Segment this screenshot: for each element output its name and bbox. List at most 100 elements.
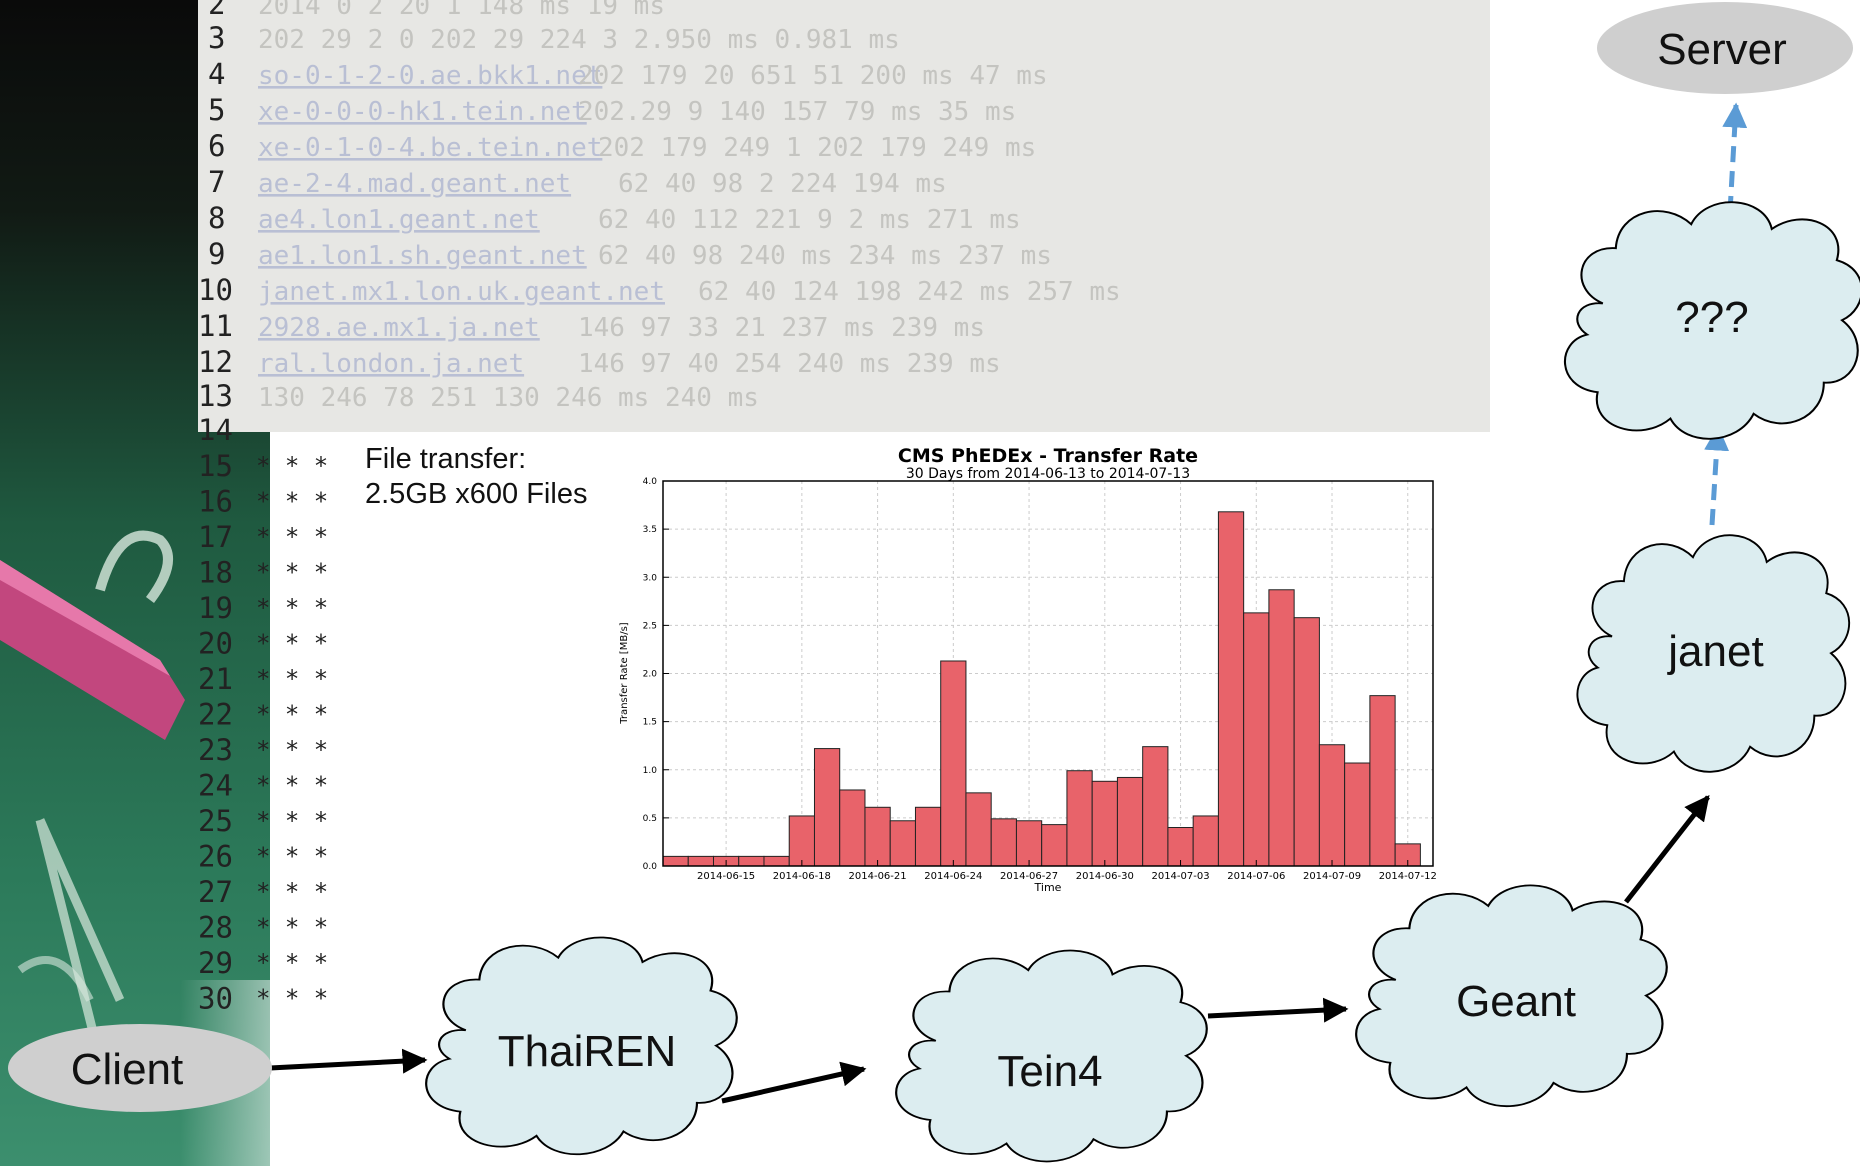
bar: [1217, 511, 1245, 867]
line-number: 13: [198, 379, 233, 413]
line-number: 19: [198, 591, 233, 625]
svg-text:202 29 2 0 202 29 224 3 2.950: 202 29 2 0 202 29 224 3 2.950 ms 0.981 m…: [258, 25, 900, 55]
svg-text:ae-2-4.mad.geant.net: ae-2-4.mad.geant.net: [258, 169, 571, 199]
timeout-marker: * * *: [256, 985, 328, 1013]
edge-unknown-server: [1722, 102, 1748, 213]
line-number: 14: [198, 413, 233, 432]
chart-subtitle: 30 Days from 2014-06-13 to 2014-07-13: [906, 466, 1190, 482]
line-number: 21: [198, 662, 233, 696]
svg-text:2014 0 2 20 1 148 ms 19 ms: 2014 0 2 20 1 148 ms 19 ms: [258, 0, 665, 21]
line-number: 26: [198, 840, 233, 874]
svg-text:2928.ae.mx1.ja.net: 2928.ae.mx1.ja.net: [258, 313, 540, 343]
x-tick-label: 2014-06-27: [1000, 871, 1058, 882]
x-tick-label: 2014-06-15: [697, 871, 755, 882]
file-transfer-note: File transfer: 2.5GB x600 Files: [365, 442, 587, 512]
y-tick-label: 1.0: [643, 766, 658, 776]
bar: [1116, 776, 1144, 867]
x-tick-label: 2014-06-30: [1076, 871, 1134, 882]
server-label: Server: [1657, 25, 1787, 74]
line-number: 2: [208, 0, 225, 21]
timeout-marker: * * *: [256, 559, 328, 587]
line-number: 16: [198, 485, 233, 519]
svg-text:ral.london.ja.net: ral.london.ja.net: [258, 349, 524, 379]
y-tick-label: 0.5: [643, 814, 657, 824]
x-tick-label: 2014-07-03: [1151, 871, 1209, 882]
bar: [1369, 695, 1396, 867]
line-number: 24: [198, 769, 233, 803]
line-number: 29: [198, 946, 233, 980]
timeout-row-group: 15 * * * 16 * * * 17 * * * 18 * * * 19 * * * 20 * *…: [198, 449, 328, 1012]
y-axis-label: Transfer Rate [MB/s]: [619, 622, 630, 724]
line-number: 15: [198, 449, 233, 483]
timeout-marker: * * *: [256, 701, 328, 729]
file-transfer-detail: 2.5GB x600 Files: [365, 478, 588, 510]
timeout-marker: * * *: [256, 665, 328, 693]
bar: [1091, 780, 1118, 867]
timeout-marker: * * *: [256, 914, 328, 942]
x-axis-ticks: 2014-06-15 2014-06-18 2014-06-21 2014-06-24…: [697, 860, 1437, 882]
timeout-marker: * * *: [256, 523, 328, 551]
bar: [1318, 744, 1346, 867]
y-tick-label: 3.5: [643, 525, 657, 535]
svg-text:xe-0-0-0-hk1.tein.net: xe-0-0-0-hk1.tein.net: [258, 97, 587, 127]
client-label: Client: [71, 1045, 184, 1094]
svg-text:62 40 98 240 ms 234 ms 237 ms: 62 40 98 240 ms 234 ms 237 ms: [598, 241, 1052, 271]
line-number: 10: [198, 273, 233, 307]
edge-client-thairen: [269, 1048, 428, 1074]
client-node: [8, 1024, 272, 1112]
edge-geant-janet: [1624, 795, 1710, 904]
timeout-marker: * * *: [256, 949, 328, 977]
y-tick-label: 2.5: [643, 621, 657, 631]
bar: [1066, 770, 1093, 867]
chalk-stick-highlight: [0, 560, 170, 676]
traceroute-panel: [198, 0, 1490, 432]
timeout-marker: * * *: [256, 807, 328, 835]
svg-text:62 40 124 198 242 ms 257 ms: 62 40 124 198 242 ms 257 ms: [698, 277, 1121, 307]
svg-text:146 97 33 21 237 ms 239 ms: 146 97 33 21 237 ms 239 ms: [578, 313, 985, 343]
line-number: 22: [198, 698, 233, 732]
timeout-marker: * * *: [256, 843, 328, 871]
unknown-label: ???: [1675, 293, 1748, 342]
chalk-scribble: [17, 956, 94, 1002]
svg-text:130 246 78 251 130 246 ms 240: 130 246 78 251 130 246 ms 240 ms: [258, 383, 759, 413]
chalk-scribble: [95, 530, 173, 603]
svg-text:janet.mx1.lon.uk.geant.net: janet.mx1.lon.uk.geant.net: [258, 277, 665, 307]
x-tick-label: 2014-06-18: [773, 871, 831, 882]
line-number: 28: [198, 911, 233, 945]
timeout-marker: * * *: [256, 630, 328, 658]
chart-bars: [662, 511, 1421, 867]
tein4-label: Tein4: [997, 1047, 1102, 1096]
bar: [1243, 612, 1270, 867]
bar: [788, 815, 815, 867]
line-number: 20: [198, 627, 233, 661]
line-number: 6: [208, 129, 225, 163]
geant-label: Geant: [1456, 977, 1576, 1026]
svg-text:202 179 249 1 202 179 249 ms: 202 179 249 1 202 179 249 ms: [598, 133, 1036, 163]
y-tick-label: 1.5: [643, 718, 657, 728]
line-number: 25: [198, 804, 233, 838]
line-number: 18: [198, 556, 233, 590]
timeout-marker: * * *: [256, 878, 328, 906]
line-number: 11: [198, 309, 233, 343]
plot-frame: [662, 480, 1434, 867]
y-tick-label: 4.0: [643, 477, 658, 487]
line-number: 17: [198, 520, 233, 554]
x-tick-label: 2014-06-21: [849, 871, 907, 882]
server-node: [1597, 2, 1853, 94]
edge-tein4-geant: [1207, 997, 1349, 1023]
timeout-marker: * * *: [256, 736, 328, 764]
file-transfer-title: File transfer:: [365, 443, 527, 475]
svg-text:xe-0-1-0-4.be.tein.net: xe-0-1-0-4.be.tein.net: [258, 133, 602, 163]
x-tick-label: 2014-07-09: [1303, 871, 1361, 882]
line-number: 8: [208, 201, 225, 235]
y-tick-label: 3.0: [643, 573, 658, 583]
timeout-marker: * * *: [256, 594, 328, 622]
svg-text:62 40 98 2 224 194 ms: 62 40 98 2 224 194 ms: [618, 169, 947, 199]
line-number: 3: [208, 21, 225, 55]
x-tick-label: 2014-06-24: [924, 871, 982, 882]
chalk-scribble: [35, 818, 125, 1062]
x-axis-label: Time: [1034, 881, 1062, 894]
x-tick-label: 2014-07-12: [1379, 871, 1437, 882]
bar: [1268, 589, 1295, 867]
